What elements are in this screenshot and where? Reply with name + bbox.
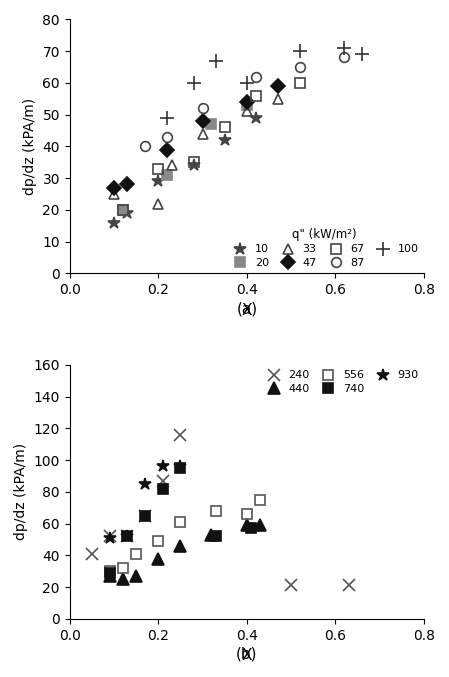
X-axis label: X: X <box>242 648 252 663</box>
Legend: 10, 20, 33, 47, 67, 87, 100: 10, 20, 33, 47, 67, 87, 100 <box>229 228 418 268</box>
Text: (b): (b) <box>236 647 258 662</box>
Y-axis label: dp/dz (kPA/m): dp/dz (kPA/m) <box>14 443 28 540</box>
Text: (a): (a) <box>236 301 257 316</box>
Legend: 240, 440, 556, 740, 930: 240, 440, 556, 740, 930 <box>263 370 418 394</box>
Y-axis label: dp/dz (kPA/m): dp/dz (kPA/m) <box>23 97 37 195</box>
X-axis label: X: X <box>242 303 252 318</box>
